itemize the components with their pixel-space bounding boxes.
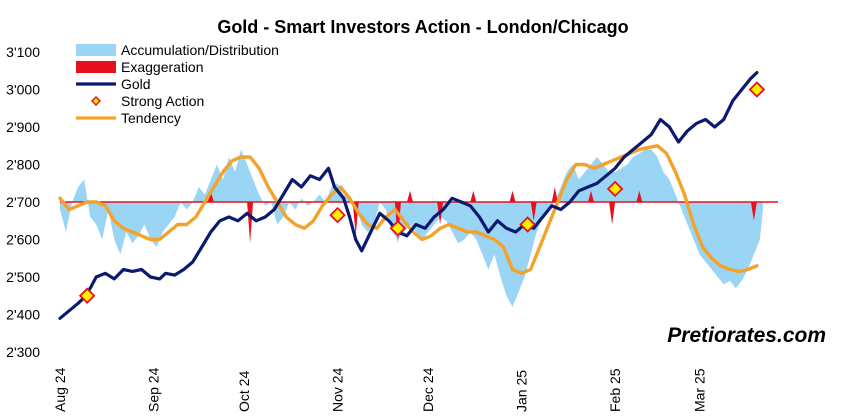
legend-item-0: Accumulation/Distribution bbox=[76, 42, 279, 58]
plot-area bbox=[58, 71, 778, 320]
x-tick-label-1: Sep 24 bbox=[146, 367, 162, 412]
exaggeration-spike-7 bbox=[509, 190, 516, 202]
exaggeration-spike-1 bbox=[247, 202, 254, 244]
x-tick-label-4: Dec 24 bbox=[420, 367, 436, 412]
x-tick-label-7: Mar 25 bbox=[692, 368, 708, 412]
x-tick-label-5: Jan 25 bbox=[514, 370, 530, 412]
y-tick-label-7: 2'400 bbox=[6, 307, 40, 323]
x-tick-label-6: Feb 25 bbox=[607, 368, 623, 412]
y-tick-label-4: 2'700 bbox=[6, 194, 40, 210]
legend-item-3: Strong Action bbox=[90, 93, 204, 109]
legend-label-2: Gold bbox=[121, 76, 151, 92]
exaggeration-spike-12 bbox=[636, 190, 643, 202]
exaggeration-spike-6 bbox=[470, 190, 477, 202]
strong-action-marker-4 bbox=[606, 180, 624, 198]
watermark: Pretiorates.com bbox=[667, 324, 826, 347]
exaggeration-spike-0 bbox=[207, 190, 214, 202]
legend-label-1: Exaggeration bbox=[121, 59, 204, 75]
y-tick-label-6: 2'500 bbox=[6, 269, 40, 285]
exaggeration-spike-13 bbox=[750, 202, 757, 221]
y-tick-label-8: 2'300 bbox=[6, 344, 40, 360]
x-tick-label-0: Aug 24 bbox=[52, 367, 68, 412]
legend: Accumulation/DistributionExaggerationGol… bbox=[76, 42, 279, 126]
legend-label-4: Tendency bbox=[121, 110, 181, 126]
legend-label-3: Strong Action bbox=[121, 93, 204, 109]
strong-action-marker-2 bbox=[389, 219, 407, 237]
exaggeration-spike-10 bbox=[588, 190, 594, 202]
strong-action-marker-3 bbox=[519, 216, 536, 233]
y-tick-label-2: 2'900 bbox=[6, 119, 40, 135]
legend-swatch-3 bbox=[90, 95, 102, 107]
exaggeration-spike-11 bbox=[609, 202, 616, 225]
legend-item-1: Exaggeration bbox=[76, 59, 204, 75]
legend-item-4: Tendency bbox=[76, 110, 181, 126]
y-tick-label-0: 3'100 bbox=[6, 44, 40, 60]
legend-label-0: Accumulation/Distribution bbox=[121, 42, 279, 58]
y-tick-label-1: 3'000 bbox=[6, 82, 40, 98]
exaggeration-spike-8 bbox=[530, 202, 537, 221]
legend-item-2: Gold bbox=[76, 76, 151, 92]
strong-action-marker-1 bbox=[329, 206, 346, 224]
exaggeration-spike-9 bbox=[551, 187, 558, 202]
series-tendency-line bbox=[58, 144, 759, 275]
strong-action-marker-0 bbox=[78, 287, 96, 305]
legend-swatch-1 bbox=[76, 61, 116, 73]
legend-swatch-0 bbox=[76, 44, 116, 56]
y-tick-label-5: 2'600 bbox=[6, 232, 40, 248]
x-tick-label-3: Nov 24 bbox=[330, 367, 346, 412]
y-tick-label-3: 2'800 bbox=[6, 157, 40, 173]
chart-title: Gold - Smart Investors Action - London/C… bbox=[217, 17, 628, 37]
y-axis: 3'100 3'000 2'900 2'800 2'700 2'600 2'500 2'400… bbox=[6, 44, 40, 360]
exaggeration-spike-4 bbox=[407, 190, 413, 202]
strong-action-marker-5 bbox=[748, 81, 766, 98]
x-axis: Aug 24 Sep 24 Oct 24 Nov 24 Dec 24 Jan 25 Feb … bbox=[52, 367, 708, 412]
x-tick-label-2: Oct 24 bbox=[236, 371, 252, 412]
